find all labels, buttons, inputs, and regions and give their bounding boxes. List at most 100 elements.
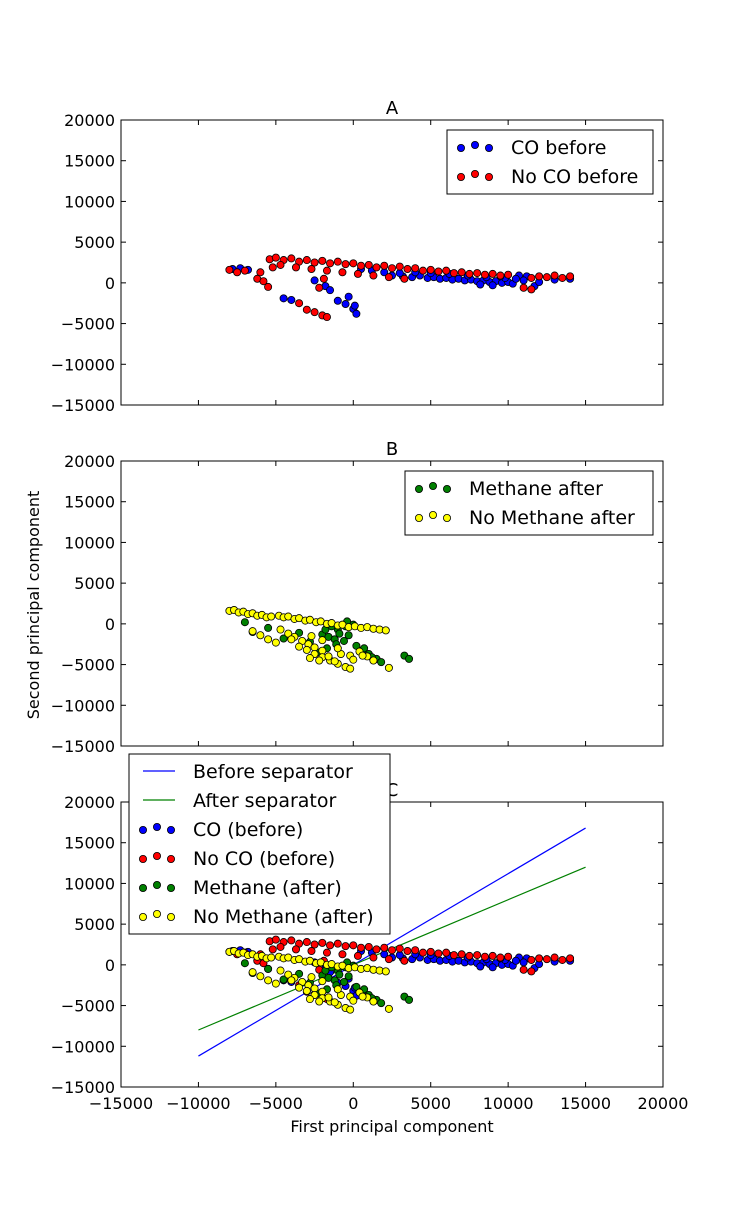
scatter-point: [352, 309, 361, 318]
scatter-point: [542, 273, 551, 282]
scatter-point: [550, 953, 559, 962]
plot-frame: [120, 119, 664, 406]
legend-label: No CO (before): [193, 848, 335, 870]
scatter-point: [276, 966, 285, 975]
scatter-point: [240, 618, 249, 627]
scatter-point: [488, 963, 497, 972]
scatter-point: [511, 274, 520, 283]
scatter-point: [519, 276, 528, 285]
scatter-point: [264, 635, 273, 644]
legend-box: [404, 470, 654, 536]
scatter-point: [384, 663, 393, 672]
scatter-point: [279, 294, 288, 303]
legend-marker: [442, 484, 451, 493]
scatter-point: [295, 983, 304, 992]
series-points: [225, 606, 393, 673]
scatter-point: [271, 979, 280, 988]
legend-marker: [166, 855, 175, 864]
scatter-point: [315, 656, 324, 665]
legend-marker: [152, 910, 161, 919]
scatter-point: [264, 623, 273, 632]
legend-marker: [456, 143, 465, 152]
legend-marker: [456, 172, 465, 181]
scatter-point: [473, 951, 482, 960]
separator-line: [198, 827, 586, 1057]
scatter-point: [405, 654, 414, 663]
scatter-point: [566, 954, 575, 963]
y-tick-label: 15000: [64, 152, 115, 171]
scatter-point: [496, 953, 505, 962]
scatter-point: [271, 253, 280, 262]
legend-marker: [152, 823, 161, 832]
scatter-point: [256, 268, 265, 277]
scatter-point: [307, 947, 316, 956]
scatter-point: [442, 266, 451, 275]
scatter-point: [318, 938, 327, 947]
x-tick-label: 10000: [483, 1094, 534, 1113]
scatter-point: [369, 953, 378, 962]
scatter-point: [558, 955, 567, 964]
scatter-point: [350, 301, 359, 310]
scatter-point: [418, 948, 427, 957]
y-axis-label: Second principal component: [24, 491, 43, 720]
scatter-point: [357, 261, 366, 270]
scatter-point: [542, 955, 551, 964]
scatter-point: [326, 259, 335, 268]
series-points: [225, 947, 393, 1014]
scatter-point: [287, 936, 296, 945]
scatter-point: [349, 259, 358, 268]
scatter-point: [476, 280, 485, 289]
scatter-point: [344, 292, 353, 301]
scatter-point: [339, 636, 348, 645]
scatter-point: [341, 260, 350, 269]
scatter-point: [310, 258, 319, 267]
legend-marker: [138, 913, 147, 922]
scatter-point: [372, 945, 381, 954]
y-tick-label: 10000: [64, 874, 115, 893]
scatter-point: [330, 657, 339, 666]
scatter-point: [384, 273, 393, 282]
legend-marker: [470, 140, 479, 149]
x-axis-label: First principal component: [290, 1117, 493, 1136]
scatter-point: [302, 305, 311, 314]
scatter-point: [318, 977, 327, 986]
legend-label: Before separator: [193, 761, 353, 783]
y-tick-label: −5000: [61, 997, 115, 1016]
scatter-point: [319, 274, 328, 283]
x-tick-label: 20000: [638, 1094, 689, 1113]
scatter-point: [558, 273, 567, 282]
plot-frame: [120, 460, 664, 747]
legend-label: No Methane after: [469, 507, 635, 529]
scatter-point: [357, 943, 366, 952]
y-tick-label: 20000: [64, 111, 115, 130]
y-tick-label: 0: [105, 615, 115, 634]
scatter-point: [330, 998, 339, 1007]
scatter-point: [279, 634, 288, 643]
scatter-point: [264, 282, 273, 291]
scatter-point: [349, 941, 358, 950]
scatter-point: [268, 945, 277, 954]
scatter-point: [473, 269, 482, 278]
y-tick-label: −10000: [51, 355, 115, 374]
scatter-point: [291, 263, 300, 272]
scatter-point: [418, 266, 427, 275]
scatter-point: [287, 635, 296, 644]
scatter-point: [322, 948, 331, 957]
scatter-point: [307, 973, 316, 982]
legend-marker: [166, 826, 175, 835]
y-tick-label: −15000: [51, 396, 115, 415]
scatter-point: [358, 651, 367, 660]
scatter-point: [344, 631, 353, 640]
scatter-point: [480, 952, 489, 961]
scatter-point: [256, 972, 265, 981]
scatter-point: [488, 281, 497, 290]
y-tick-label: 5000: [74, 233, 115, 252]
scatter-point: [302, 938, 311, 947]
scatter-point: [364, 942, 373, 951]
legend-box: [446, 129, 654, 195]
scatter-point: [400, 274, 409, 283]
y-tick-label: 5000: [74, 574, 115, 593]
x-tick-label: −15000: [89, 1094, 153, 1113]
scatter-point: [276, 625, 285, 634]
